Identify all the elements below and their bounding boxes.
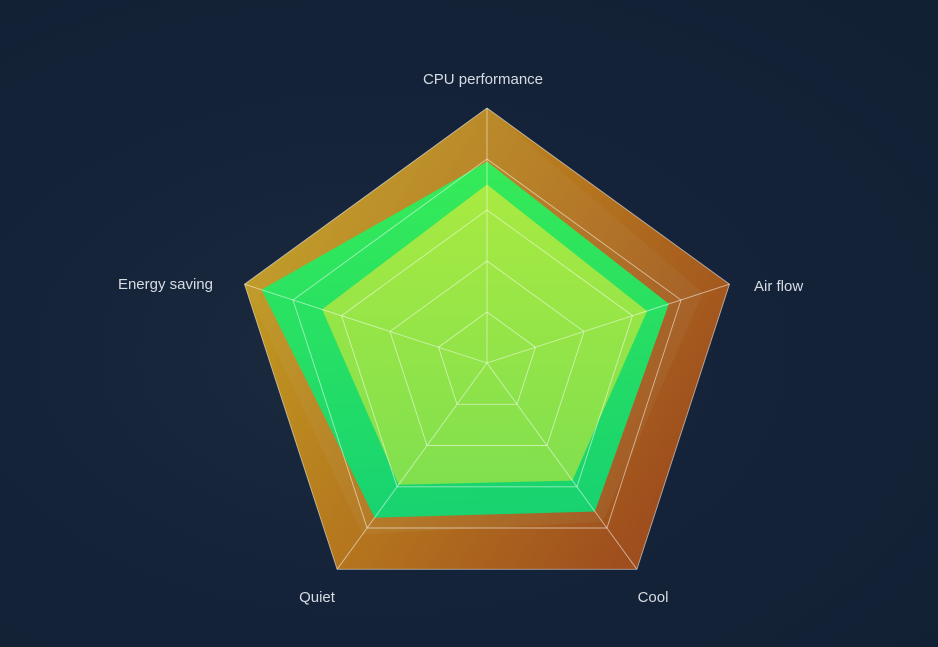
grid-layer	[243, 107, 731, 570]
grid-ring-2	[389, 260, 585, 446]
axis-label-cpu-performance: CPU performance	[423, 71, 543, 88]
spoke-energy-saving	[244, 283, 488, 364]
grid-ring-3	[340, 209, 634, 488]
spoke-air-flow	[486, 283, 730, 364]
axis-label-cool: Cool	[638, 589, 669, 606]
grid-ring-4	[292, 158, 682, 529]
series-3-area	[322, 184, 648, 485]
grid-ring-5	[243, 107, 731, 570]
axis-labels: CPU performance Air flow Cool Quiet Ener…	[118, 71, 803, 606]
axis-label-energy-saving: Energy saving	[118, 276, 213, 293]
axis-label-air-flow: Air flow	[754, 278, 803, 295]
grid-ring-1	[437, 311, 537, 405]
axis-label-quiet: Quiet	[299, 589, 336, 606]
spoke-quiet	[336, 362, 488, 570]
series-layer	[244, 108, 730, 570]
spoke-cool	[486, 362, 638, 570]
